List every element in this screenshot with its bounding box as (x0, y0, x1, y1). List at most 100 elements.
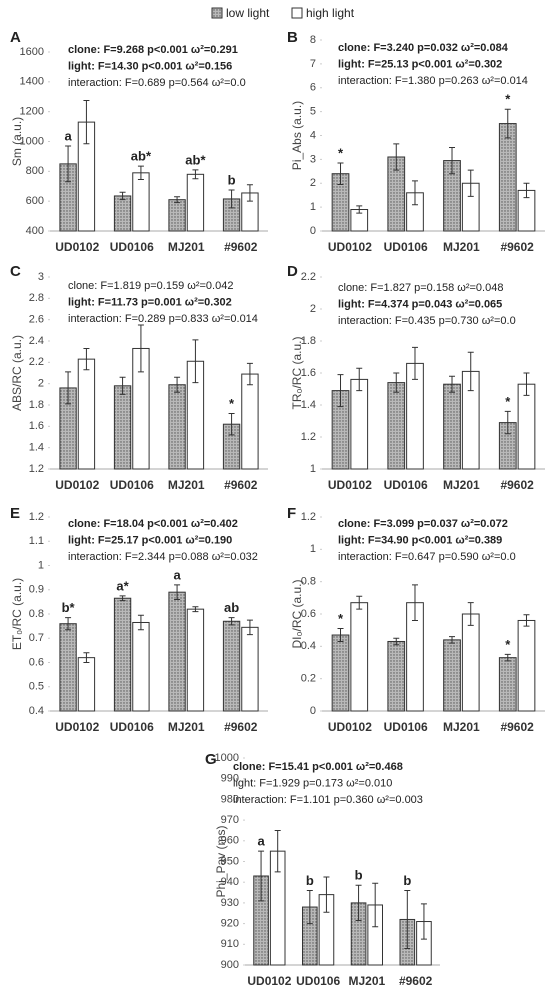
error-bar (411, 584, 418, 621)
error-bar (174, 584, 181, 600)
error-bar (246, 619, 253, 636)
y-tick-label: 3 (38, 271, 44, 283)
y-tick-label: 1000 (20, 135, 44, 147)
error-bar (228, 413, 235, 436)
error-bar (306, 889, 313, 925)
error-bar (83, 652, 90, 663)
panel-label: E (10, 505, 20, 522)
bar (222, 620, 241, 712)
y-tick-label: 940 (221, 876, 239, 888)
error-bar (192, 606, 199, 613)
error-bar (356, 367, 363, 392)
y-axis-label: Pi_Abs (a.u.) (290, 101, 304, 170)
panel-label: A (10, 29, 21, 46)
y-tick-label: 0 (310, 705, 316, 717)
y-tick-label: 900 (221, 959, 239, 971)
y-tick-label: 2.8 (29, 292, 44, 304)
significance-label: b (306, 873, 314, 888)
error-bar (83, 99, 90, 145)
significance-label: ab (224, 600, 239, 615)
y-tick-label: 1.4 (301, 399, 316, 411)
error-bar (449, 146, 456, 175)
bar (443, 383, 461, 470)
y-tick-label: 1 (38, 559, 44, 571)
error-bar (411, 180, 418, 206)
x-tick-label: #9602 (500, 720, 534, 734)
y-tick-label: 4 (310, 129, 316, 141)
legend-label: low light (226, 6, 270, 20)
significance-label: b (228, 172, 236, 187)
y-tick-label: 970 (221, 814, 239, 826)
bar (443, 639, 461, 712)
x-tick-label: UD0102 (247, 974, 291, 988)
bar (387, 382, 406, 470)
x-tick-label: #9602 (399, 974, 433, 988)
stat-line: clone: F=3.099 p=0.037 ω²=0.072 (338, 518, 508, 530)
significance-label: * (505, 637, 511, 652)
error-bar (393, 143, 400, 171)
y-tick-label: 1.8 (29, 399, 44, 411)
bar (168, 199, 186, 232)
y-tick-label: 1.4 (29, 442, 44, 454)
y-tick-label: 0.8 (29, 608, 44, 620)
error-bar (355, 884, 362, 921)
significance-label: b (355, 868, 363, 883)
significance-label: a (64, 128, 72, 143)
significance-label: b* (62, 600, 76, 615)
y-tick-label: 960 (221, 835, 239, 847)
significance-label: * (229, 396, 235, 411)
legend-swatch (211, 7, 223, 19)
x-tick-label: MJ201 (168, 720, 205, 734)
y-tick-label: 1 (310, 543, 316, 555)
significance-label: * (338, 145, 344, 160)
bar (132, 172, 150, 232)
y-tick-label: 1.2 (301, 431, 316, 443)
error-bar (83, 347, 90, 371)
y-tick-label: 1.6 (29, 420, 44, 432)
y-tick-label: 910 (221, 938, 239, 950)
stat-line: interaction: F=0.289 p=0.833 ω²=0.014 (68, 313, 258, 325)
bar (113, 195, 132, 232)
error-bar (65, 145, 72, 183)
bar (461, 613, 480, 712)
significance-label: * (505, 92, 511, 107)
y-tick-label: 7 (310, 58, 316, 70)
x-tick-label: #9602 (224, 478, 258, 492)
y-tick-label: 8 (310, 34, 316, 46)
y-tick-label: 0.9 (29, 584, 44, 596)
x-tick-label: UD0106 (384, 478, 428, 492)
panel-label: B (287, 29, 298, 46)
panel-label: F (287, 505, 296, 522)
y-tick-label: 0.4 (29, 705, 44, 717)
x-tick-label: UD0102 (55, 720, 99, 734)
y-tick-label: 0.7 (29, 632, 44, 644)
error-bar (467, 169, 474, 197)
error-bar (411, 346, 418, 380)
bar (59, 623, 77, 712)
error-bar (356, 595, 363, 610)
x-tick-label: UD0106 (110, 720, 154, 734)
y-tick-label: 1400 (20, 76, 44, 88)
y-tick-label: 2 (310, 177, 316, 189)
y-tick-label: 1.2 (29, 511, 44, 523)
x-tick-label: #9602 (500, 240, 534, 254)
error-bar (65, 371, 72, 405)
y-tick-label: 990 (221, 773, 239, 785)
y-tick-label: 0.6 (29, 656, 44, 668)
y-tick-label: 930 (221, 897, 239, 909)
error-bar (393, 372, 400, 393)
y-tick-label: 3 (310, 153, 316, 165)
x-tick-label: UD0106 (110, 240, 154, 254)
error-bar (174, 196, 181, 204)
y-tick-label: 2.2 (29, 356, 44, 368)
y-tick-label: 5 (310, 106, 316, 118)
stat-line: light: F=14.30 p<0.001 ω²=0.156 (68, 60, 232, 72)
y-tick-label: 2.4 (29, 335, 44, 347)
y-tick-label: 1.6 (301, 367, 316, 379)
x-tick-label: #9602 (500, 478, 534, 492)
error-bar (523, 614, 530, 627)
x-tick-label: UD0102 (55, 478, 99, 492)
x-tick-label: UD0102 (328, 240, 372, 254)
bar (186, 608, 205, 712)
